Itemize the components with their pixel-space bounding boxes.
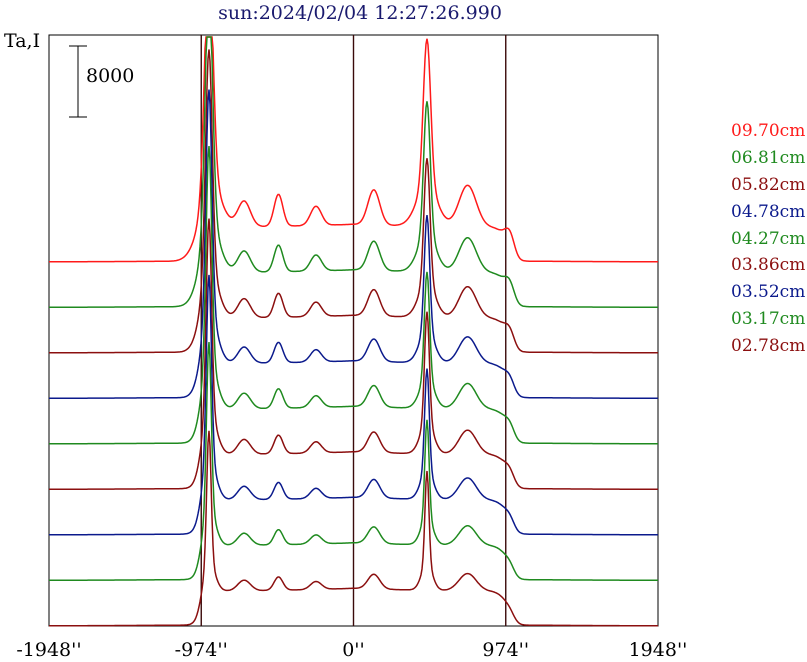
series-line-04.27cm [49, 145, 658, 445]
series-line-03.86cm [49, 218, 658, 491]
legend-entry: 03.52cm [731, 282, 806, 303]
series-line-06.81cm [49, 36, 658, 309]
legend-entry: 09.70cm [731, 121, 806, 141]
x-tick-label: -974'' [175, 639, 228, 661]
chart-title: sun:2024/02/04 12:27:26.990 [218, 2, 502, 24]
series-line-05.82cm [49, 49, 658, 354]
series-line-04.78cm [49, 89, 658, 400]
y-axis-label: Ta,I [4, 30, 41, 52]
series-line-03.17cm [49, 341, 658, 582]
legend-entry: 04.27cm [731, 228, 806, 249]
legend-entry: 03.86cm [731, 255, 806, 276]
legend-entry: 06.81cm [731, 147, 806, 168]
legend-entry: 05.82cm [731, 174, 806, 195]
legend-entry: 03.17cm [731, 309, 806, 330]
series-line-03.52cm [49, 274, 658, 536]
x-tick-label: 0'' [342, 639, 365, 661]
series-line-02.78cm [49, 430, 658, 627]
scale-bar-label: 8000 [86, 65, 134, 87]
x-tick-label: 974'' [482, 639, 529, 661]
legend: 09.70cm 06.81cm 05.82cm 04.78cm 04.27cm 03.86… [731, 118, 805, 360]
legend-entry: 02.78cm [731, 336, 806, 357]
x-tick-label: 1948'' [629, 639, 688, 661]
series-line-09.70cm [49, 36, 658, 263]
legend-entry: 04.78cm [731, 201, 806, 222]
x-tick-label: -1948'' [16, 639, 81, 661]
